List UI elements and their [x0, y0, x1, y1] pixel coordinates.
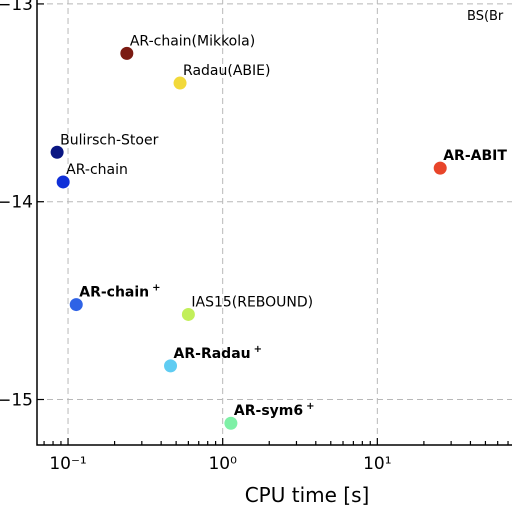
data-point: [120, 46, 134, 60]
data-points: AR-chain(Mikkola) Radau(ABIE) Bulirsch-Sto…: [50, 33, 507, 430]
corner-label: BS(Br: [467, 9, 504, 24]
data-point: [173, 76, 187, 90]
data-point-label: AR-chain +: [79, 283, 160, 301]
y-tick-label: −15: [0, 391, 33, 411]
data-point-label: Radau(ABIE): [183, 63, 270, 79]
data-point-label: AR-chain: [66, 162, 128, 178]
x-tick-label: 10⁻¹: [49, 454, 86, 474]
data-point: [69, 298, 83, 312]
data-point: [181, 307, 195, 321]
data-point: [224, 416, 238, 430]
data-point: [433, 161, 447, 175]
data-point-label: Bulirsch-Stoer: [60, 132, 158, 148]
plot-frame: [36, 0, 512, 446]
data-point-label: AR-ABIT: [443, 148, 507, 164]
x-tick-label: 10¹: [363, 454, 391, 474]
data-point-label: IAS15(REBOUND): [191, 294, 313, 310]
data-point-label: AR-sym6 +: [234, 401, 315, 419]
x-axis-title: CPU time [s]: [245, 483, 370, 507]
data-point-label: AR-Radau +: [174, 344, 262, 362]
grid-lines: [37, 0, 512, 445]
data-point: [50, 145, 64, 159]
y-tick-label: −13: [0, 0, 33, 15]
x-tick-label: 10⁰: [208, 454, 237, 474]
data-point: [56, 175, 70, 189]
axis-ticks: 10⁻¹ 10⁰ 10¹ −13 −14 −15: [0, 0, 509, 474]
y-tick-label: −14: [0, 193, 33, 213]
data-point: [164, 359, 178, 373]
data-point-label: AR-chain(Mikkola): [130, 33, 255, 49]
